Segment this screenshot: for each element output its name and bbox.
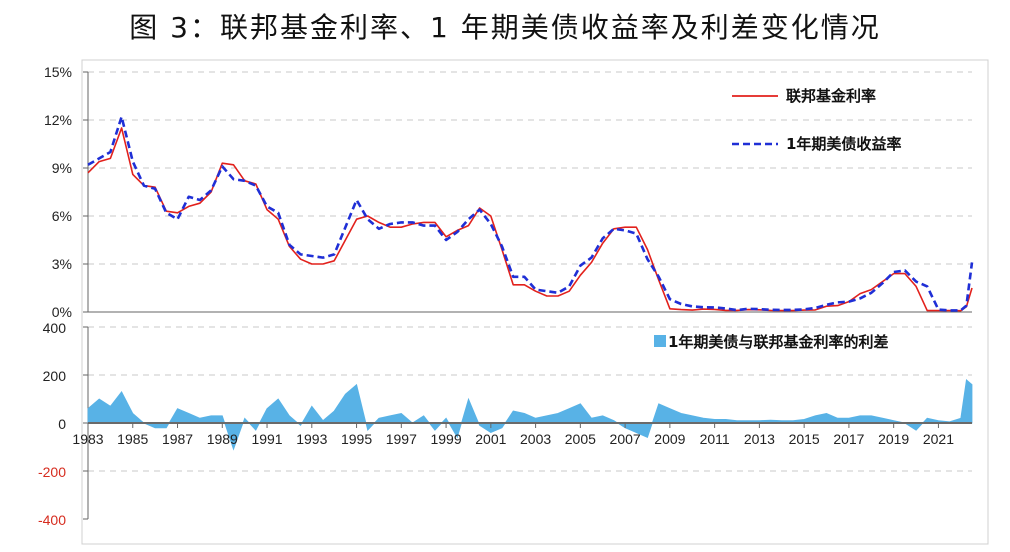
top-y-tick-label: 3%	[52, 256, 72, 272]
x-tick-label: 2005	[565, 431, 596, 447]
top-y-tick-label: 9%	[52, 160, 72, 176]
x-tick-label: 2013	[744, 431, 775, 447]
bottom-y-tick-label: -400	[38, 512, 66, 528]
chart-frame	[81, 59, 989, 545]
bottom-y-tick-label: -200	[38, 464, 66, 480]
x-tick-label: 2021	[923, 431, 954, 447]
top-y-tick-label: 6%	[52, 208, 72, 224]
x-tick-label: 1989	[207, 431, 238, 447]
bottom-y-tick-label: 400	[43, 320, 67, 336]
legend-spread-swatch	[654, 335, 666, 347]
top-y-tick-label: 0%	[52, 304, 72, 320]
fed-funds-rate-line	[87, 127, 973, 312]
x-tick-label: 1987	[162, 431, 193, 447]
top-y-tick-label: 12%	[44, 112, 72, 128]
x-tick-label: 1991	[251, 431, 282, 447]
legend-treasury-label: 1年期美债收益率	[786, 135, 901, 153]
x-tick-label: 1993	[296, 431, 327, 447]
x-tick-label: 2019	[878, 431, 909, 447]
x-tick-label: 1997	[386, 431, 417, 447]
x-tick-label: 2009	[654, 431, 685, 447]
x-tick-label: 2017	[833, 431, 864, 447]
x-tick-label: 1985	[117, 431, 148, 447]
top-y-tick-label: 15%	[44, 64, 72, 80]
chart-title: 图 3：联邦基金利率、1 年期美债收益率及利差变化情况	[129, 11, 881, 44]
x-tick-label: 1999	[430, 431, 461, 447]
legend-fed-label: 联邦基金利率	[786, 87, 876, 105]
bottom-y-tick-label: 0	[58, 416, 66, 432]
spread-area	[87, 379, 973, 451]
x-tick-label: 1995	[341, 431, 372, 447]
x-tick-label: 2015	[789, 431, 820, 447]
x-tick-label: 2003	[520, 431, 551, 447]
legend-spread-label: 1年期美债与联邦基金利率的利差	[668, 333, 888, 351]
x-tick-label: 2007	[610, 431, 641, 447]
x-tick-label: 2011	[700, 431, 730, 447]
x-tick-label: 1983	[72, 431, 103, 447]
x-tick-label: 2001	[475, 431, 506, 447]
bottom-y-tick-label: 200	[43, 368, 67, 384]
